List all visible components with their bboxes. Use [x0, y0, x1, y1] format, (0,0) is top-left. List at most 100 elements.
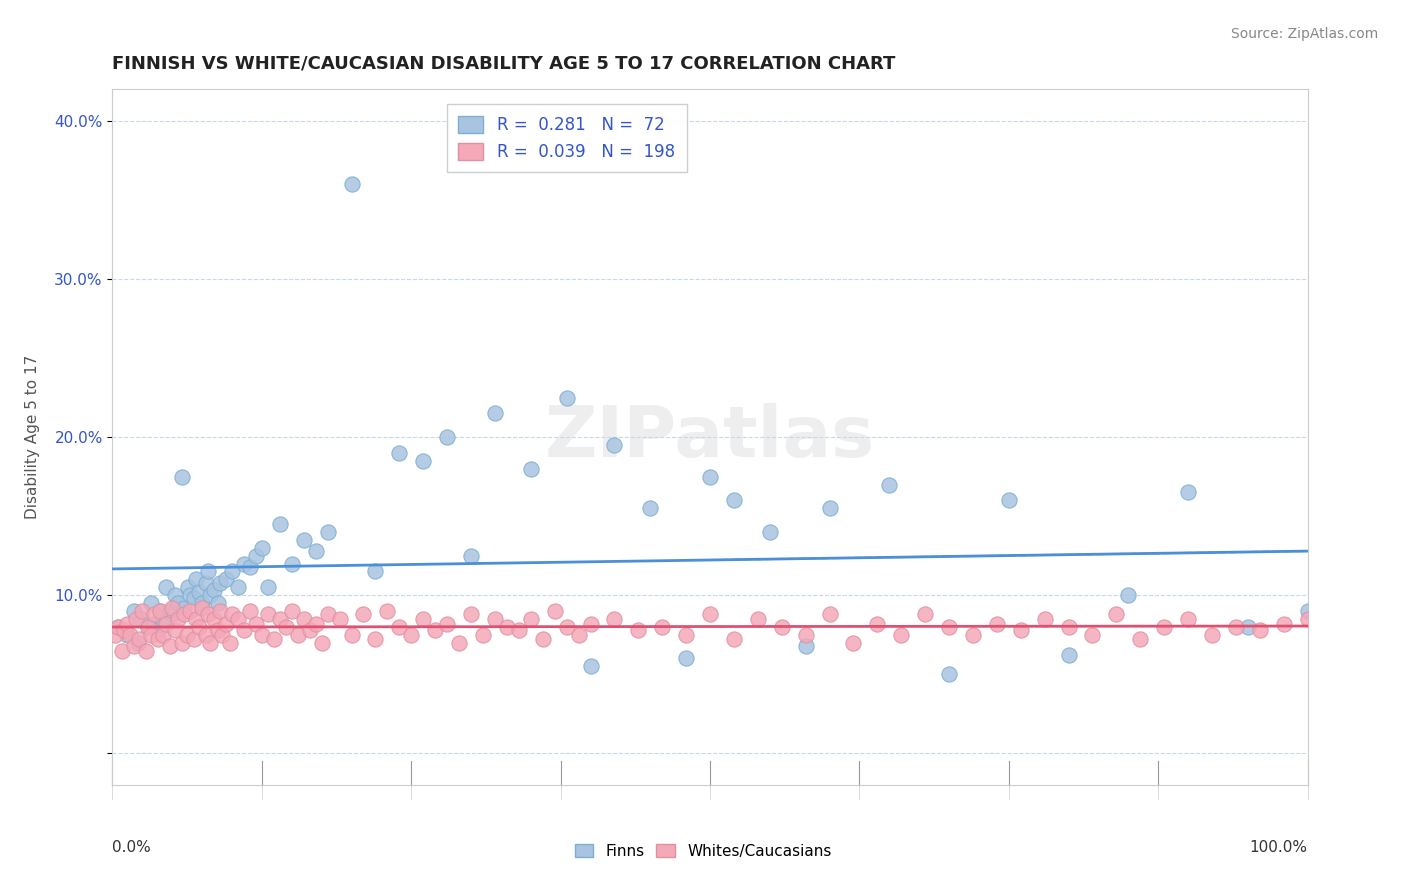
- Point: [353, 607, 375, 622]
- Point: [167, 596, 190, 610]
- Point: [149, 604, 172, 618]
- Point: [125, 612, 148, 626]
- Point: [202, 583, 225, 598]
- Point: [159, 639, 181, 653]
- Point: [128, 632, 150, 647]
- Point: [329, 612, 352, 626]
- Point: [401, 628, 423, 642]
- Point: [1225, 620, 1247, 634]
- Point: [177, 580, 200, 594]
- Point: [218, 635, 240, 649]
- Point: [555, 391, 578, 405]
- Point: [111, 643, 134, 657]
- Point: [1296, 604, 1319, 618]
- Point: [186, 573, 208, 587]
- Point: [115, 616, 138, 631]
- Point: [298, 623, 321, 637]
- Point: [173, 607, 195, 622]
- Point: [257, 607, 280, 622]
- Point: [1177, 612, 1199, 626]
- Point: [627, 623, 650, 637]
- Point: [170, 469, 193, 483]
- Point: [200, 588, 222, 602]
- Point: [305, 616, 328, 631]
- Point: [531, 632, 554, 647]
- Point: [274, 620, 297, 634]
- Point: [250, 628, 273, 642]
- Point: [460, 607, 482, 622]
- Point: [723, 632, 745, 647]
- Point: [131, 604, 153, 618]
- Point: [699, 469, 721, 483]
- Point: [1081, 628, 1104, 642]
- Point: [1357, 659, 1379, 673]
- Point: [794, 639, 817, 653]
- Point: [138, 620, 160, 634]
- Point: [998, 493, 1021, 508]
- Point: [520, 612, 543, 626]
- Point: [1129, 632, 1152, 647]
- Point: [179, 604, 201, 618]
- Point: [159, 604, 181, 618]
- Point: [226, 580, 249, 594]
- Point: [200, 635, 222, 649]
- Point: [221, 565, 243, 579]
- Point: [183, 632, 205, 647]
- Point: [938, 667, 960, 681]
- Point: [962, 628, 984, 642]
- Point: [1010, 623, 1032, 637]
- Point: [187, 620, 209, 634]
- Point: [794, 628, 817, 642]
- Point: [675, 628, 697, 642]
- Point: [202, 612, 225, 626]
- Point: [135, 643, 157, 657]
- Point: [879, 477, 901, 491]
- Point: [152, 612, 174, 626]
- Point: [364, 632, 387, 647]
- Point: [938, 620, 960, 634]
- Point: [146, 632, 169, 647]
- Point: [292, 612, 315, 626]
- Point: [194, 575, 217, 590]
- Point: [603, 612, 626, 626]
- Point: [747, 612, 769, 626]
- Point: [508, 623, 530, 637]
- Point: [209, 575, 232, 590]
- Point: [436, 616, 458, 631]
- Point: [460, 549, 482, 563]
- Point: [496, 620, 519, 634]
- Point: [162, 607, 183, 622]
- Point: [640, 501, 662, 516]
- Point: [186, 612, 208, 626]
- Point: [215, 616, 238, 631]
- Point: [149, 604, 172, 618]
- Point: [209, 604, 232, 618]
- Point: [1201, 628, 1223, 642]
- Point: [759, 524, 782, 539]
- Point: [257, 580, 280, 594]
- Point: [107, 620, 129, 634]
- Point: [127, 635, 149, 649]
- Point: [143, 607, 166, 622]
- Point: [579, 659, 602, 673]
- Point: [436, 430, 458, 444]
- Point: [173, 600, 195, 615]
- Text: 100.0%: 100.0%: [1250, 840, 1308, 855]
- Point: [152, 628, 174, 642]
- Point: [122, 639, 145, 653]
- Point: [221, 607, 243, 622]
- Point: [568, 628, 591, 642]
- Point: [233, 557, 256, 571]
- Point: [120, 628, 142, 642]
- Point: [207, 596, 229, 610]
- Point: [651, 620, 673, 634]
- Point: [1057, 648, 1080, 663]
- Point: [269, 516, 291, 531]
- Point: [155, 616, 177, 631]
- Point: [472, 628, 495, 642]
- Point: [143, 616, 166, 631]
- Point: [139, 596, 162, 610]
- Point: [115, 628, 138, 642]
- Point: [139, 628, 162, 642]
- Point: [603, 438, 626, 452]
